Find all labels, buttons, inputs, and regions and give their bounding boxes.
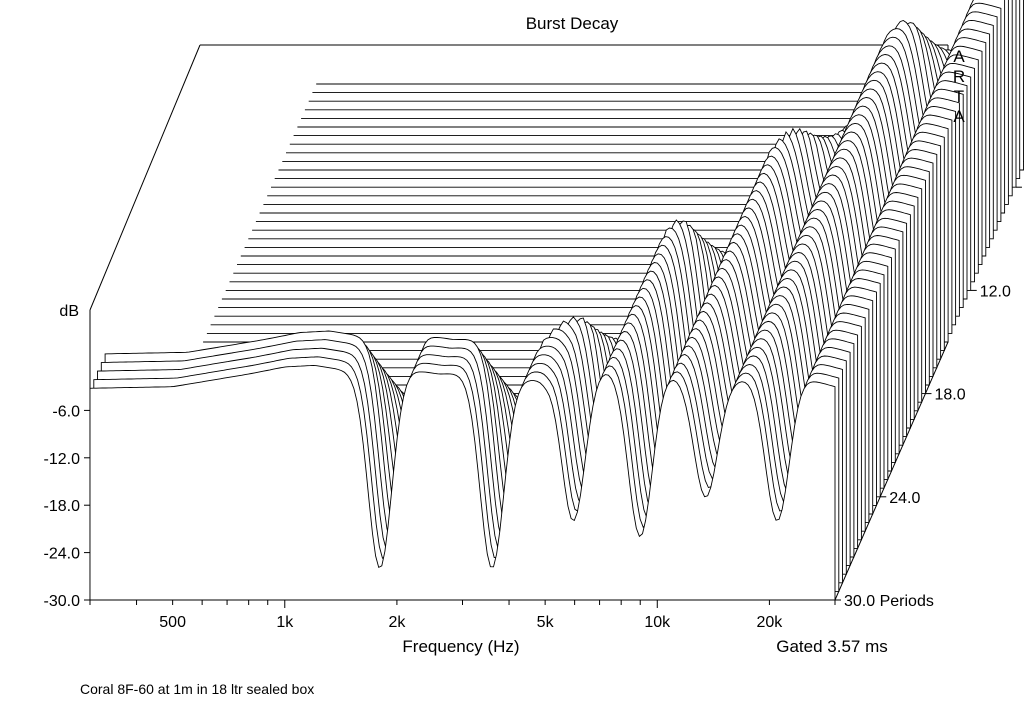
gate-note: Gated 3.57 ms bbox=[776, 637, 888, 656]
z-tick-label: 18.0 bbox=[934, 387, 965, 404]
x-tick-label: 500 bbox=[159, 614, 186, 631]
y-tick-label: -12.0 bbox=[44, 451, 81, 468]
y-tick-label: -24.0 bbox=[44, 546, 81, 563]
decay-slice bbox=[89, 364, 836, 601]
brand-letter: A bbox=[953, 47, 965, 66]
x-tick-label: 5k bbox=[537, 614, 555, 631]
y-axis-label: dB bbox=[59, 303, 79, 320]
chart-title: Burst Decay bbox=[526, 14, 619, 33]
caption: Coral 8F-60 at 1m in 18 ltr sealed box bbox=[80, 681, 315, 697]
y-tick-label: -6.0 bbox=[52, 403, 80, 420]
z-tick-label: 30.0 Periods bbox=[844, 593, 934, 610]
decay-slices bbox=[89, 0, 1024, 601]
y-tick-label: -18.0 bbox=[44, 498, 81, 515]
x-axis-ticks: 500 1k 2k 5k 10k 20k bbox=[89, 600, 836, 631]
x-tick-label: 2k bbox=[388, 614, 406, 631]
x-axis-label: Frequency (Hz) bbox=[402, 637, 519, 656]
z-tick-label: 24.0 bbox=[889, 490, 920, 507]
brand-letter: R bbox=[953, 67, 965, 86]
x-tick-label: 20k bbox=[757, 614, 784, 631]
z-tick-label: 12.0 bbox=[980, 283, 1011, 300]
y-tick-label: -30.0 bbox=[44, 593, 81, 610]
z-axis-ticks: 0.06.012.018.024.030.0 Periods bbox=[835, 186, 1022, 610]
y-axis-ticks: -6.0 -12.0 -18.0 -24.0 -30.0 bbox=[44, 403, 90, 610]
brand-letter: A bbox=[953, 107, 965, 126]
x-tick-label: 10k bbox=[644, 614, 671, 631]
brand-letter: T bbox=[954, 87, 964, 106]
x-tick-label: 1k bbox=[276, 614, 294, 631]
